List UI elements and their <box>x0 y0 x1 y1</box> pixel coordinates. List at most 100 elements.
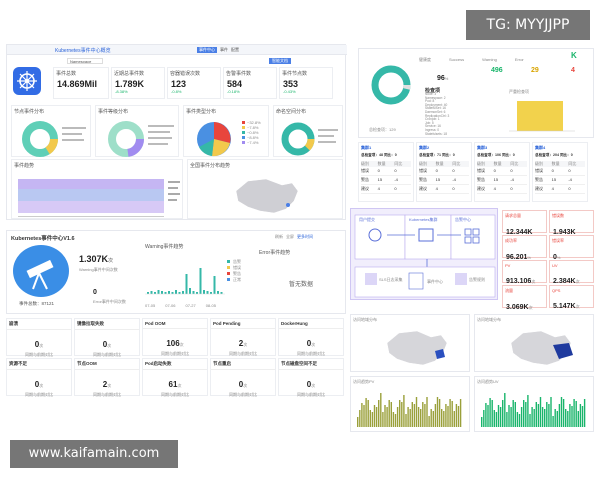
cluster-name: 集群2 <box>419 145 430 150</box>
legend-swatch <box>242 121 245 124</box>
tab-health[interactable]: 健康度 <box>419 57 431 62</box>
kpi-card: 近期总事件数 1.789K -8.38% <box>111 67 165 99</box>
tab-config[interactable]: 配置 <box>231 47 239 52</box>
col-header: 同比 <box>510 161 519 166</box>
trend-bar <box>506 412 508 427</box>
metric-label: 成功率 <box>505 238 517 243</box>
stat-card-unit: 次 <box>107 383 112 388</box>
cluster-header-row: 级别 数量 同比 <box>419 161 469 167</box>
map-panel-left: 访问地域分布 <box>350 314 470 372</box>
metric-value: 913.106 <box>506 278 532 285</box>
legend-item: 错误 <box>233 265 241 270</box>
trend-bar <box>581 406 584 427</box>
stat-card-value: 2 <box>238 339 244 348</box>
kpi-value: 14.869Mil <box>57 79 98 89</box>
event-trend-card: 事件趋势 <box>11 159 183 219</box>
tab-events-center[interactable]: 事件中心 <box>197 47 217 53</box>
chart-title: 访问趋势UV <box>477 379 499 384</box>
trend-bar <box>413 404 416 427</box>
chart-legend: 告警 错误 警告 正常 <box>233 259 241 283</box>
flow-user-label: 用户提交 <box>359 217 375 222</box>
k-logo-icon: K <box>571 51 577 60</box>
cell: 错误 <box>361 168 369 173</box>
legend-text: ~7.8% <box>247 125 259 130</box>
refresh-button[interactable]: 刷新 <box>275 234 283 239</box>
metric-unit: 次 <box>575 304 580 309</box>
fullscreen-button[interactable]: 全屏 <box>286 234 294 239</box>
check-item: Ingress: 0 <box>425 127 439 132</box>
cell: -4 <box>394 177 398 182</box>
trend-bar <box>384 405 386 427</box>
stat-card-sub: 同期与前期对比 <box>93 392 121 397</box>
count-suffix: 次 <box>108 258 114 264</box>
stat-card: Pod OOM 106次 同期与前期对比 <box>142 318 208 356</box>
trend-bar <box>550 397 552 427</box>
pie-legend-item: ~7.8% <box>242 125 261 130</box>
page-title: Kubernetes事件中心概览 <box>55 48 111 54</box>
metric-card: PV 913.106次 <box>502 260 547 285</box>
legend-item: 正常 <box>233 277 241 282</box>
trend-bar <box>443 411 445 427</box>
stat-card-value: 0 <box>102 340 108 349</box>
metric-value: 3.069K <box>506 304 529 311</box>
col-header: 数量 <box>551 161 560 166</box>
china-map-left <box>386 330 448 366</box>
tab-success[interactable]: Success <box>449 57 465 62</box>
legend-text: ~7.4% <box>247 140 259 145</box>
trend-bar <box>459 399 462 427</box>
kpi-card: 事件总数 14.869Mil <box>53 67 109 99</box>
stat-card-sub: 同期与前期对比 <box>161 392 189 397</box>
metric-card: QPS 5.147K次 <box>549 285 594 310</box>
metric-card: 请求总量 12.344K <box>502 210 547 236</box>
tab-events[interactable]: 事件 <box>220 47 228 52</box>
stat-card-sub: 同期与前期对比 <box>229 392 257 397</box>
metric-value-wrap: 96.201% <box>506 246 543 264</box>
check-list: Node: 3 Namespace: 2 Pod: 8 Deployment: 40 S… <box>425 92 449 136</box>
watermark-bottom-left: www.kaifamain.com <box>10 440 178 468</box>
trend-bar <box>415 397 418 427</box>
cell: 建议 <box>361 186 369 191</box>
warning-bar <box>168 291 170 294</box>
donut-title: 事件类型分布 <box>186 109 217 115</box>
stat-card-unit: 次 <box>179 342 184 347</box>
tab-warning[interactable]: Warning <box>482 57 497 62</box>
stat-card: 节点磁盘空间不足 0次 同期与前期对比 <box>278 358 344 397</box>
type-pie-chart <box>197 122 231 157</box>
event-center-v16-panel: Kubernetes事件中心V1.6 刷新 全屏 更多时间 事件总数：87121… <box>6 230 346 314</box>
cell: 建议 <box>419 186 427 191</box>
trend-bar <box>525 402 527 427</box>
kpi-delta: -0.18% <box>227 89 240 94</box>
cluster-header-row: 级别 数量 同比 <box>535 161 585 167</box>
check-item: Cronjob: 1 <box>425 117 440 122</box>
check-item: Node: 3 <box>425 92 437 96</box>
legend-swatch <box>242 136 245 139</box>
event-level-donut-card: 事件等级分布 <box>95 105 179 157</box>
trend-bar <box>489 398 491 427</box>
legend-swatch <box>242 131 245 134</box>
kpi-row: 事件总数 14.869Mil 近期总事件数 1.789K -8.38% 容器错误次数 123… <box>53 67 343 101</box>
metric-value-wrap: 913.106次 <box>506 270 543 288</box>
toolbar-buttons: 事件中心 事件 配置 <box>197 47 239 53</box>
trend-bar <box>394 414 397 427</box>
trend-bar <box>449 399 451 427</box>
more-time-button[interactable]: 更多时间 <box>297 234 313 239</box>
trend-bar <box>390 402 392 427</box>
warning-count-label: Warning事件中间次数 <box>79 267 118 272</box>
tab-error[interactable]: Error <box>514 57 524 62</box>
col-header: 级别 <box>419 161 427 166</box>
stat-card: 节点重启 0次 同期与前期对比 <box>210 358 276 397</box>
trend-bar <box>523 400 525 427</box>
trend-bar <box>445 404 447 427</box>
stat-card-value-wrap: 0次 <box>279 333 343 351</box>
trend-bar <box>409 409 411 427</box>
pie-legend-item: ~8.8% <box>242 135 261 140</box>
smart-doc-link[interactable]: 智能文档 <box>269 58 291 64</box>
cluster-grid: 级别 数量 同比 错误 0 0 警告 15 -4 建议 4 0 <box>361 161 411 194</box>
kpi-delta: -0.8% <box>171 89 182 94</box>
trend-bar <box>405 414 407 427</box>
cluster-header-row: 级别 数量 同比 <box>361 161 411 167</box>
trend-bar <box>548 404 550 427</box>
namespace-filter[interactable]: Namespace <box>67 58 103 64</box>
stat-card-value-wrap: 0次 <box>7 334 71 352</box>
stat-card-value-wrap: 0次 <box>75 334 139 352</box>
